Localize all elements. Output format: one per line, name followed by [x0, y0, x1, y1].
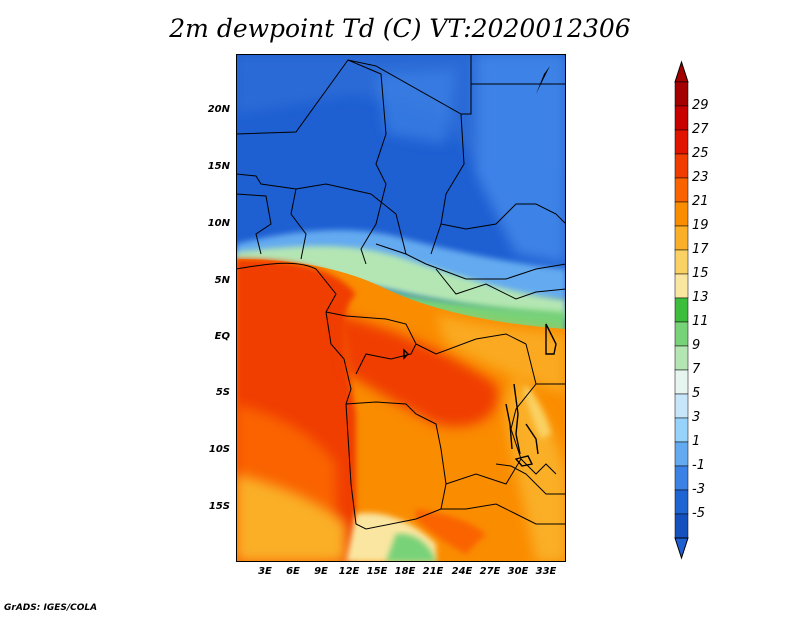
- lon-label-3e: 3E: [258, 566, 272, 577]
- country-borders: [235, 54, 567, 530]
- colorbar-swatch: [674, 345, 689, 371]
- colorbar-swatch: [674, 321, 689, 347]
- lon-label-9e: 9E: [314, 566, 328, 577]
- colorbar-label: 9: [692, 338, 701, 353]
- lon-label-33e: 33E: [535, 566, 557, 577]
- colorbar-swatch: [674, 393, 689, 419]
- colorbar-label: 11: [692, 314, 709, 329]
- colorbar-label: 21: [692, 194, 709, 209]
- colorbar-swatch: [674, 297, 689, 323]
- colorbar-swatch: [674, 201, 689, 227]
- lon-label-18e: 18E: [394, 566, 416, 577]
- lon-label-21e: 21E: [422, 566, 444, 577]
- colorbar-swatch: [674, 273, 689, 299]
- lon-label-6e: 6E: [286, 566, 300, 577]
- colorbar-label: 25: [692, 146, 709, 161]
- colorbar-label: 3: [692, 410, 701, 425]
- lat-label-15n: 15N: [207, 161, 230, 172]
- dewpoint-map: [231, 54, 567, 562]
- lon-label-12e: 12E: [338, 566, 360, 577]
- colorbar-swatch: [674, 369, 689, 395]
- lon-label-30e: 30E: [507, 566, 529, 577]
- colorbar-swatch: [674, 489, 689, 515]
- colorbar-swatch: [674, 225, 689, 251]
- colorbar-label: -5: [692, 506, 705, 521]
- footer-credit: GrADS: IGES/COLA: [4, 603, 98, 613]
- shaded-field: [236, 54, 566, 562]
- colorbar-label: 5: [692, 386, 701, 401]
- colorbar-label: 15: [692, 266, 709, 281]
- colorbar-swatch: [674, 129, 689, 155]
- lon-label-27e: 27E: [479, 566, 501, 577]
- colorbar-label: 27: [692, 122, 709, 137]
- colorbar-label: 1: [692, 434, 701, 449]
- colorbar-label: 19: [692, 218, 709, 233]
- map-frame: [236, 54, 566, 562]
- lat-label-eq: EQ: [214, 331, 230, 342]
- colorbar-label: 29: [692, 98, 709, 113]
- chart-title: 2m dewpoint Td (C) VT:2020012306: [169, 14, 631, 43]
- lon-label-24e: 24E: [451, 566, 473, 577]
- lat-label-10s: 10S: [208, 444, 230, 455]
- colorbar-swatch: [674, 249, 689, 275]
- colorbar-swatch: [674, 465, 689, 491]
- colorbar-top-arrow: [674, 60, 689, 83]
- coastline-feature: [536, 66, 550, 94]
- colorbar-label: 13: [692, 290, 709, 305]
- colorbar-bottom-arrow: [674, 537, 689, 560]
- colorbar-swatch: [674, 513, 689, 539]
- colorbar-swatch: [674, 105, 689, 131]
- lat-label-5s: 5S: [215, 387, 230, 398]
- colorbar-label: -1: [692, 458, 705, 473]
- lat-label-10n: 10N: [207, 218, 230, 229]
- colorbar-label: 17: [692, 242, 709, 257]
- lakes: [403, 323, 557, 467]
- colorbar-label: 23: [692, 170, 709, 185]
- lon-label-15e: 15E: [366, 566, 388, 577]
- colorbar-label: -3: [692, 482, 705, 497]
- colorbar-swatch: [674, 441, 689, 467]
- lat-label-5n: 5N: [214, 275, 230, 286]
- colorbar-swatch: [674, 177, 689, 203]
- colorbar-swatch: [674, 417, 689, 443]
- lat-label-20n: 20N: [207, 104, 230, 115]
- lat-label-15s: 15S: [208, 501, 230, 512]
- colorbar: [674, 60, 689, 560]
- colorbar-swatch: [674, 153, 689, 179]
- colorbar-label: 7: [692, 362, 701, 377]
- map-svg: [231, 54, 567, 562]
- colorbar-swatch: [674, 81, 689, 107]
